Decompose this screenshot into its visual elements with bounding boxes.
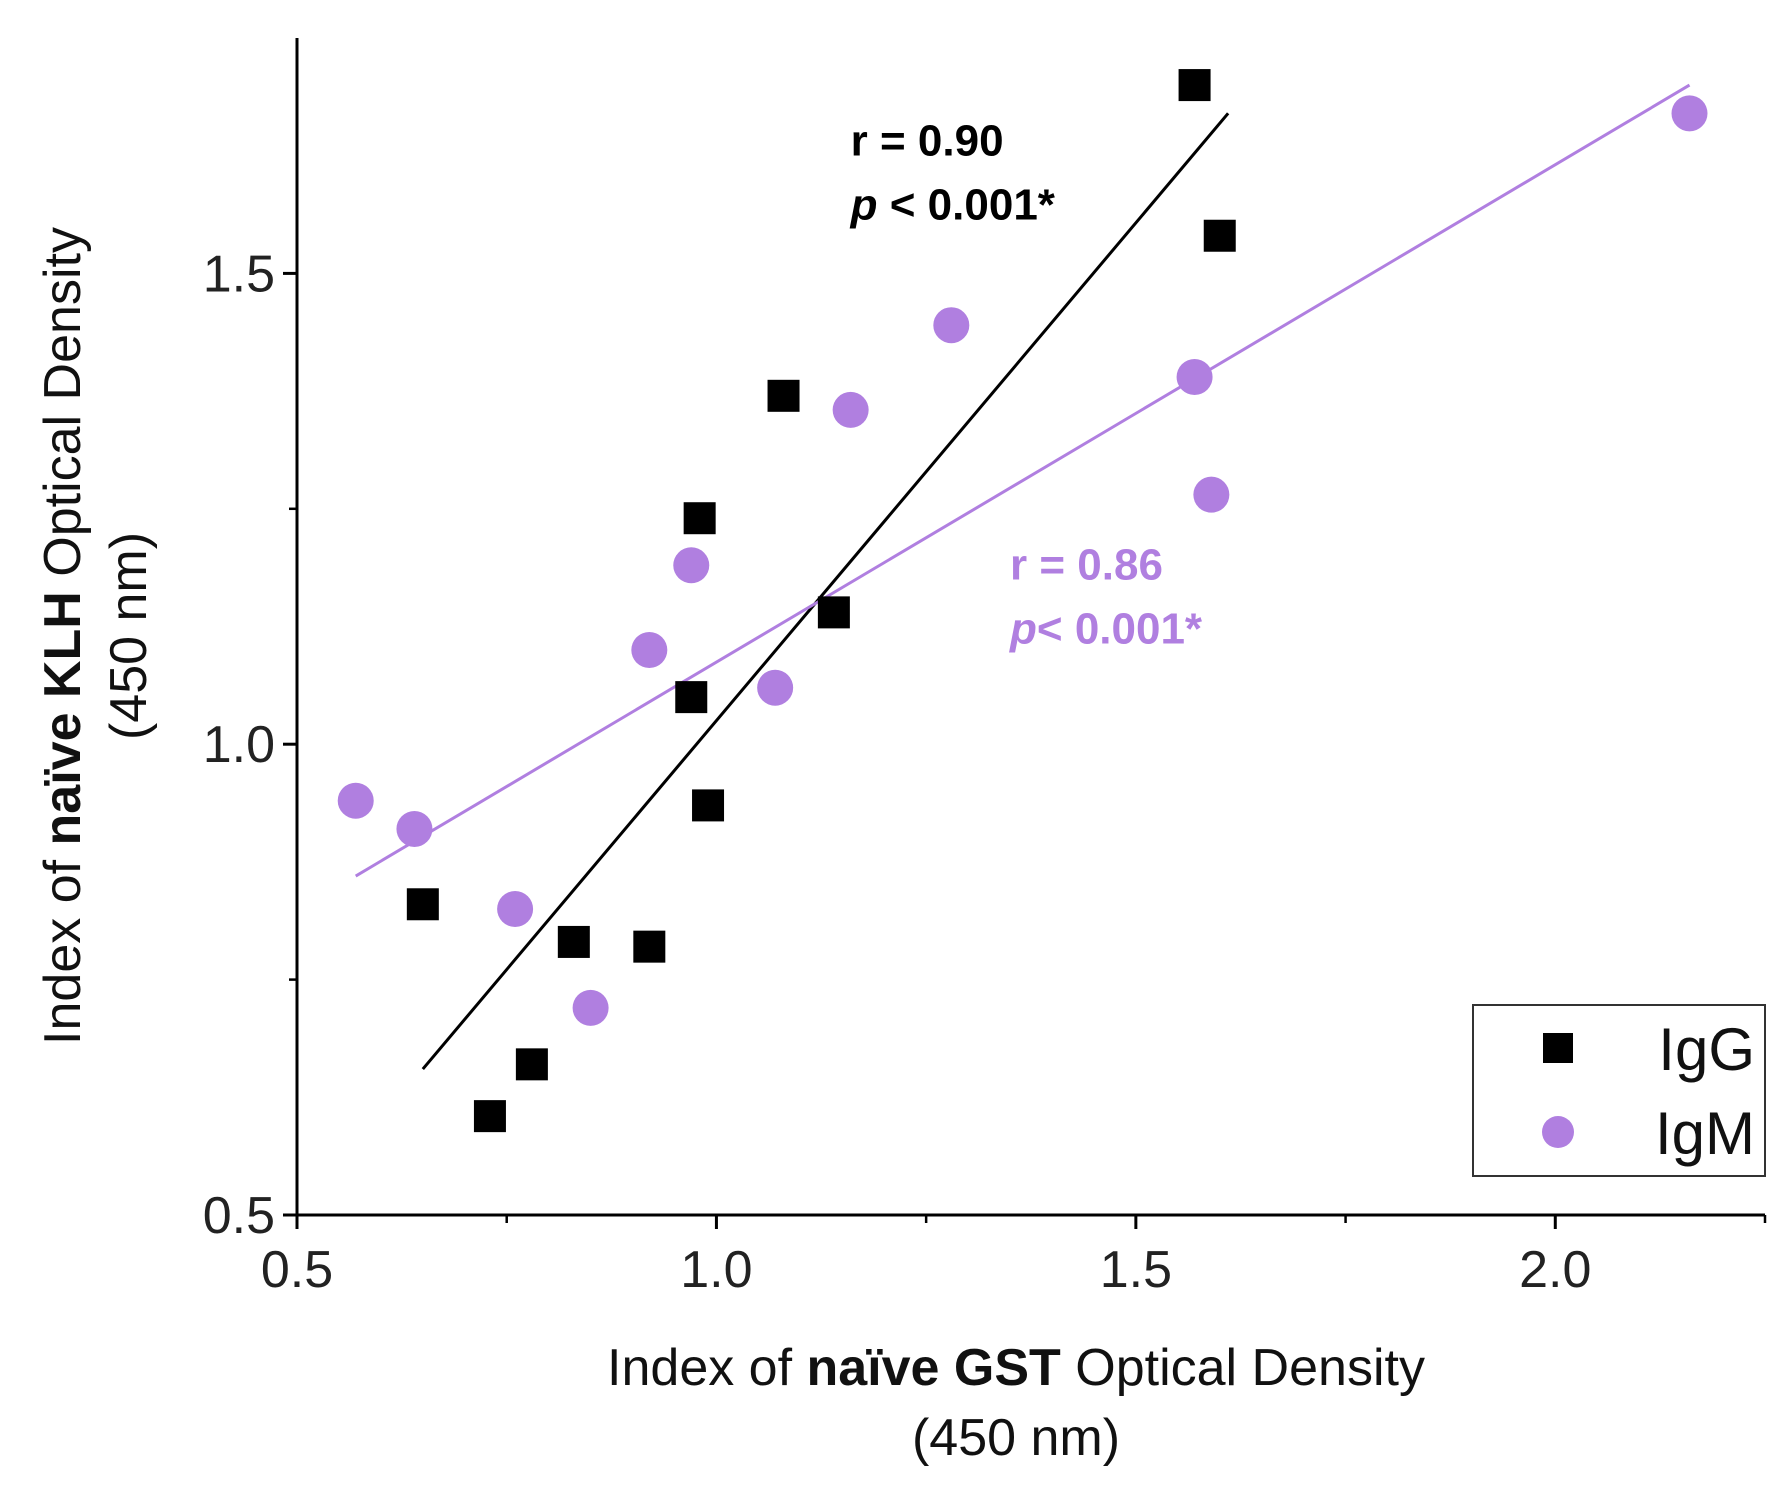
y-axis-title: Index of naïve KLH Optical Density <box>34 227 92 1045</box>
axis-title-part: naïve GST <box>807 1339 1062 1397</box>
x-axis-title: Index of naïve GST Optical Density <box>607 1339 1425 1397</box>
legend-label-igm: IgM <box>1655 1100 1755 1167</box>
x-tick-label: 1.5 <box>1100 1241 1172 1299</box>
x-tick-label: 1.0 <box>680 1241 752 1299</box>
data-point-igm <box>933 307 970 344</box>
data-point-igg <box>1178 69 1211 102</box>
x-tick-label: 0.5 <box>261 1241 333 1299</box>
annotation-p-igm: p< 0.001* <box>1009 604 1203 653</box>
annotation-r-igg: r = 0.90 <box>851 117 1004 166</box>
data-point-igm <box>572 989 609 1026</box>
data-point-igg <box>675 681 708 714</box>
data-point-igm <box>396 810 433 847</box>
data-point-igg <box>557 925 590 958</box>
data-point-igm <box>1193 476 1230 513</box>
annotation-p-symbol: p <box>1009 604 1037 653</box>
axis-title-part: Index of <box>34 845 92 1044</box>
legend-marker-igm <box>1542 1116 1574 1148</box>
y-tick-label: 1.0 <box>203 716 275 774</box>
legend: IgG IgM <box>1472 1004 1766 1177</box>
axis-title-part: Optical Density <box>1061 1339 1425 1397</box>
fit-line-igg <box>421 112 1230 1071</box>
data-point-igg <box>683 502 716 535</box>
data-point-igg <box>692 789 725 822</box>
fit-line-igm <box>354 83 1691 878</box>
data-point-igm <box>497 890 534 927</box>
data-point-igm <box>631 632 668 669</box>
x-tick-label: 2.0 <box>1519 1241 1591 1299</box>
data-point-igg <box>515 1048 548 1081</box>
data-point-igm <box>337 782 374 819</box>
data-point-igm <box>673 547 710 584</box>
data-point-igm <box>1176 358 1213 395</box>
annotation-r-igm: r = 0.86 <box>1010 540 1163 589</box>
x-axis-title-units: (450 nm) <box>912 1409 1120 1467</box>
annotation-p-symbol: p <box>850 181 878 230</box>
y-tick-label: 1.5 <box>203 245 275 303</box>
axes: 0.5 1.0 1.5 2.0 0.5 1.0 1.5 <box>203 38 1767 1299</box>
annotation-p-value: < 0.001* <box>878 181 1056 230</box>
data-point-igm <box>1671 95 1708 132</box>
legend-box <box>1472 1004 1766 1177</box>
data-point-igg <box>767 379 800 412</box>
data-point-igg <box>473 1100 506 1133</box>
axis-title-part: naïve KLH <box>34 591 92 845</box>
legend-marker-igg <box>1543 1033 1573 1063</box>
plot-area: r = 0.90p < 0.001*r = 0.86p< 0.001* <box>337 69 1708 1133</box>
data-point-igm <box>757 669 794 706</box>
data-point-igg <box>406 888 439 921</box>
data-point-igg <box>633 930 666 963</box>
annotation-p-igg: p < 0.001* <box>850 181 1056 230</box>
axis-title-part: Index of <box>607 1339 806 1397</box>
data-point-igg <box>1203 219 1236 252</box>
axis-title-part: Optical Density <box>34 227 92 591</box>
y-axis-title-units: (450 nm) <box>100 532 158 740</box>
y-tick-label: 0.5 <box>203 1187 275 1245</box>
legend-label-igg: IgG <box>1658 1016 1755 1083</box>
data-point-igg <box>817 596 850 629</box>
annotation-p-value: < 0.001* <box>1037 604 1203 653</box>
data-point-igm <box>832 391 869 428</box>
